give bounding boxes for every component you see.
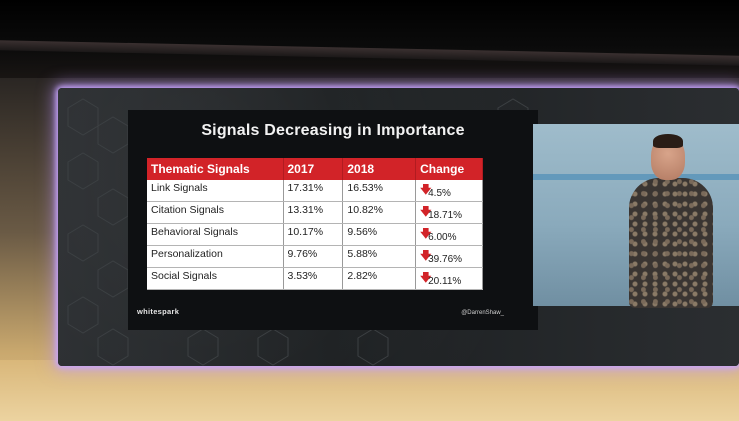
table-row: Link Signals 17.31% 16.53% 🡇 4.5% bbox=[147, 180, 483, 202]
header-2017: 2017 bbox=[283, 158, 344, 180]
stage-floor bbox=[0, 360, 739, 421]
down-arrow-icon: 🡇 bbox=[420, 228, 432, 240]
header-change: Change bbox=[415, 158, 483, 180]
value-2017: 9.76% bbox=[283, 245, 344, 268]
slide-title: Signals Decreasing in Importance bbox=[201, 122, 465, 139]
change-value: 39.76% bbox=[428, 254, 463, 265]
speaker-hair bbox=[653, 134, 683, 148]
value-2017: 10.17% bbox=[283, 223, 344, 246]
table-header-row: Thematic Signals 2017 2018 Change bbox=[147, 158, 483, 180]
value-2017: 13.31% bbox=[283, 201, 344, 224]
table-row: Behavioral Signals 10.17% 9.56% 🡇 6.00% bbox=[147, 223, 483, 246]
down-arrow-icon: 🡇 bbox=[420, 250, 432, 262]
down-arrow-icon: 🡇 bbox=[420, 272, 432, 284]
change-value: 20.11% bbox=[428, 276, 462, 287]
projection-screen: Signals Decreasing in Importance Themati… bbox=[58, 88, 739, 366]
signal-name: Personalization bbox=[147, 245, 284, 268]
down-arrow-icon: 🡇 bbox=[420, 206, 432, 218]
slide: Signals Decreasing in Importance Themati… bbox=[128, 110, 538, 330]
value-2018: 16.53% bbox=[342, 180, 417, 202]
change-cell: 🡇 18.71% bbox=[415, 201, 483, 224]
value-2018: 2.82% bbox=[342, 267, 417, 290]
header-2018: 2018 bbox=[342, 158, 417, 180]
speaker-body bbox=[629, 178, 713, 308]
twitter-handle: @DarrenShaw_ bbox=[461, 310, 504, 316]
header-thematic-signals: Thematic Signals bbox=[147, 158, 284, 180]
change-value: 4.5% bbox=[428, 188, 451, 199]
change-value: 6.00% bbox=[428, 232, 457, 243]
video-background-band bbox=[533, 174, 739, 180]
value-2017: 17.31% bbox=[283, 180, 344, 202]
venue-ceiling bbox=[0, 0, 739, 80]
change-value: 18.71% bbox=[428, 210, 463, 221]
change-cell: 🡇 20.11% bbox=[415, 267, 483, 290]
value-2018: 5.88% bbox=[342, 245, 417, 268]
signals-table: Thematic Signals 2017 2018 Change Link S… bbox=[147, 158, 483, 290]
table-row: Citation Signals 13.31% 10.82% 🡇 18.71% bbox=[147, 201, 483, 224]
table-row: Personalization 9.76% 5.88% 🡇 39.76% bbox=[147, 245, 483, 268]
whitespark-logo: whitespark bbox=[137, 307, 180, 316]
change-cell: 🡇 39.76% bbox=[415, 245, 483, 268]
signal-name: Link Signals bbox=[147, 180, 284, 202]
change-cell: 🡇 6.00% bbox=[415, 223, 483, 246]
change-cell: 🡇 4.5% bbox=[415, 180, 483, 202]
speaker-video-feed bbox=[533, 124, 739, 308]
table-row: Social Signals 3.53% 2.82% 🡇 20.11% bbox=[147, 267, 483, 290]
value-2018: 9.56% bbox=[342, 223, 417, 246]
signal-name: Behavioral Signals bbox=[147, 223, 284, 246]
signal-name: Citation Signals bbox=[147, 201, 284, 224]
signal-name: Social Signals bbox=[147, 267, 284, 290]
down-arrow-icon: 🡇 bbox=[420, 184, 432, 196]
value-2017: 3.53% bbox=[283, 267, 344, 290]
value-2018: 10.82% bbox=[342, 201, 417, 224]
